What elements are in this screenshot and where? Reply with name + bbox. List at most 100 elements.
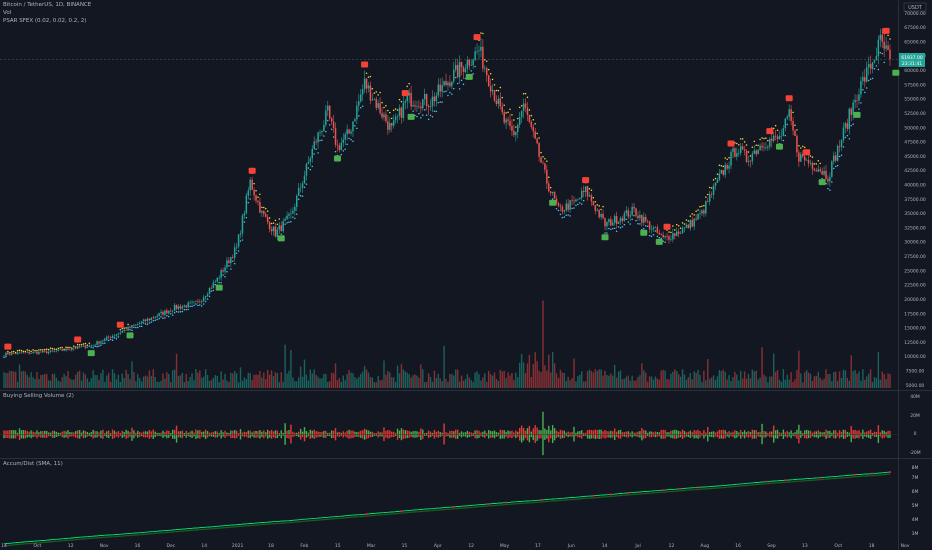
psar-dot xyxy=(437,101,440,104)
psar-dot xyxy=(538,137,540,139)
buy-signal xyxy=(601,234,609,241)
volume-bar xyxy=(728,375,730,388)
volume-bar xyxy=(193,380,195,388)
price-tick-label: 50000.00 xyxy=(904,125,926,131)
candle-body xyxy=(445,81,447,86)
buy-volume-bar xyxy=(732,431,734,435)
sell-volume-bar xyxy=(63,434,65,438)
psar-dot xyxy=(146,323,149,326)
sell-volume-bar xyxy=(596,434,598,439)
accum-dist-marker xyxy=(592,494,595,497)
volume-bar xyxy=(170,382,172,388)
buy-volume-bar xyxy=(660,429,662,435)
psar-dot xyxy=(707,193,709,196)
psar-dot xyxy=(610,228,612,231)
candle-body xyxy=(88,345,91,347)
candle-body xyxy=(249,179,251,191)
volume-bar xyxy=(69,378,71,388)
candle-body xyxy=(255,195,257,201)
currency-badge[interactable] xyxy=(903,2,927,12)
candle-body xyxy=(251,179,253,190)
buy-sell-pane-title[interactable]: Buying Selling Volume (2) xyxy=(3,393,74,399)
psar-dot xyxy=(763,137,765,140)
candle-body xyxy=(703,210,705,214)
candle-body xyxy=(319,132,321,133)
candle-body xyxy=(491,90,494,92)
buy-volume-bar xyxy=(88,432,91,435)
buy-volume-bar xyxy=(699,431,701,435)
candle-body xyxy=(683,227,686,229)
psar-dot xyxy=(96,345,98,348)
psar-dot xyxy=(575,204,577,207)
buy-volume-bar xyxy=(772,425,775,435)
buy-volume-bar xyxy=(363,428,366,435)
candle-body xyxy=(553,191,556,199)
currency-label[interactable]: USDT xyxy=(908,5,923,11)
sell-volume-bar xyxy=(497,434,500,437)
buy-volume-bar xyxy=(581,430,583,435)
candle-body xyxy=(230,257,232,264)
candle-body xyxy=(187,302,189,308)
candle-body xyxy=(712,185,715,195)
buy-volume-bar xyxy=(639,431,641,435)
sell-volume-bar xyxy=(747,434,750,438)
sell-volume-bar xyxy=(555,434,558,439)
candle-body xyxy=(858,94,860,101)
sell-volume-bar xyxy=(125,434,127,439)
buy-volume-bar xyxy=(602,431,604,435)
sell-volume-bar xyxy=(282,434,284,436)
volume-bar xyxy=(548,354,550,388)
sell-volume-bar xyxy=(412,434,414,438)
symbol-title[interactable]: Bitcoin / TetherUS, 1D, BINANCE xyxy=(3,2,92,8)
psar-dot xyxy=(802,145,804,148)
volume-bar xyxy=(693,371,695,388)
candle-body xyxy=(111,336,114,338)
volume-bar xyxy=(751,369,754,388)
candle-body xyxy=(247,190,250,196)
sell-volume-bar xyxy=(131,434,133,441)
psar-dot xyxy=(435,110,438,113)
buy-volume-bar xyxy=(321,431,323,435)
sell-volume-bar xyxy=(420,434,422,441)
buy-volume-bar xyxy=(693,430,695,435)
candle-body xyxy=(206,294,209,297)
volume-bar xyxy=(49,380,52,388)
candle-body xyxy=(71,349,73,351)
buy-volume-bar xyxy=(129,432,131,435)
sell-volume-bar xyxy=(309,434,312,439)
buy-volume-bar xyxy=(466,430,469,435)
volume-bar xyxy=(511,372,513,388)
psar-dot xyxy=(249,198,251,200)
sell-volume-bar xyxy=(819,434,821,437)
volume-bar xyxy=(829,373,831,388)
sell-volume-bar xyxy=(301,434,304,438)
buy-volume-bar xyxy=(383,427,385,435)
volume-bar xyxy=(232,373,234,388)
candle-body xyxy=(571,200,573,201)
buy-volume-bar xyxy=(9,430,11,435)
candle-body xyxy=(47,351,50,354)
sell-volume-bar xyxy=(460,434,463,438)
sell-signal xyxy=(727,140,735,147)
accum-dist-marker xyxy=(609,493,612,496)
buy-signal xyxy=(215,284,223,291)
psar-dot xyxy=(115,337,118,340)
psar-legend[interactable]: PSAR SFEX (0.02, 0.02, 0.2, 2) xyxy=(3,18,87,24)
ad-tick-label: 5M xyxy=(912,503,919,509)
buy-volume-bar xyxy=(84,431,87,435)
volume-legend[interactable]: Vol xyxy=(3,10,12,16)
accum-dist-marker xyxy=(889,471,891,473)
psar-dot xyxy=(332,136,335,138)
sell-volume-bar xyxy=(681,434,684,439)
volume-bar xyxy=(75,374,77,388)
psar-dot xyxy=(652,233,655,236)
buy-volume-bar xyxy=(520,425,523,435)
candle-body xyxy=(311,148,314,159)
buy-volume-bar xyxy=(78,430,81,435)
volume-bar xyxy=(32,377,34,388)
volume-bar xyxy=(191,373,193,388)
buy-volume-bar xyxy=(451,430,453,435)
volume-bar xyxy=(137,374,139,388)
accum-dist-pane-title[interactable]: Accum/Dist (SMA, 11) xyxy=(3,461,63,467)
